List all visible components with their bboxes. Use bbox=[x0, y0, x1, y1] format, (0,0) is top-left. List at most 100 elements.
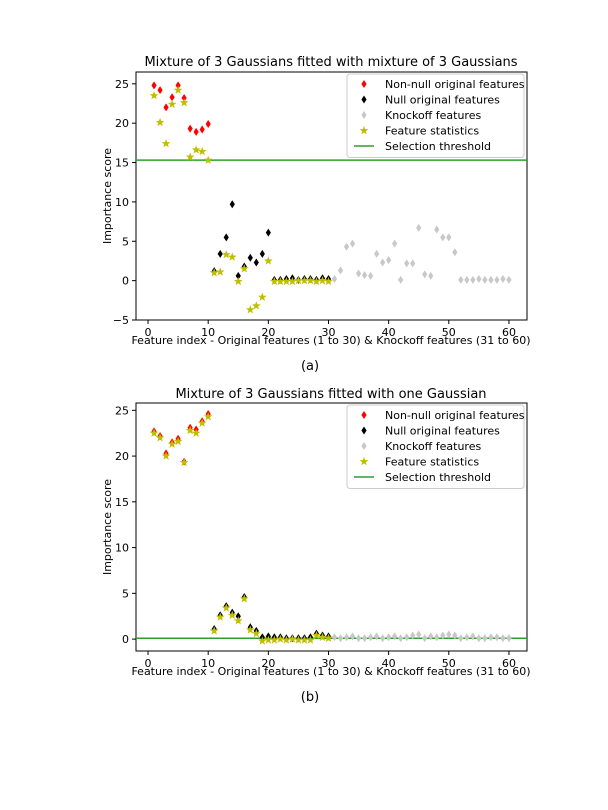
feature-statistic-point bbox=[251, 629, 261, 638]
legend-label: Feature statistics bbox=[385, 456, 479, 469]
y-tick-label: 15 bbox=[115, 157, 129, 170]
feature-score-point bbox=[217, 249, 223, 258]
feature-score-point bbox=[199, 125, 205, 134]
feature-statistic-point bbox=[149, 91, 159, 100]
x-tick-label: 40 bbox=[382, 326, 396, 339]
feature-score-point bbox=[361, 634, 368, 643]
y-tick-label: 15 bbox=[115, 496, 129, 509]
feature-statistic-point bbox=[215, 267, 225, 276]
feature-score-point bbox=[368, 271, 374, 280]
feature-statistic-point bbox=[269, 276, 279, 286]
feature-statistic-point bbox=[161, 451, 171, 460]
feature-score-point bbox=[428, 632, 434, 641]
feature-score-point bbox=[482, 634, 488, 643]
feature-score-point bbox=[343, 242, 350, 251]
x-axis-label: Feature index - Original features (1 to … bbox=[131, 334, 530, 347]
x-tick-label: 0 bbox=[145, 657, 152, 670]
feature-score-point bbox=[422, 270, 428, 279]
feature-score-point bbox=[331, 633, 338, 642]
y-tick-label: 25 bbox=[115, 404, 129, 417]
legend-label: Knockoff features bbox=[385, 440, 481, 453]
feature-statistic-point bbox=[288, 634, 297, 643]
feature-statistic-point bbox=[167, 439, 177, 448]
feature-score-point bbox=[440, 631, 446, 640]
data-points-layer bbox=[149, 81, 512, 314]
feature-statistic-point bbox=[155, 433, 165, 442]
legend-marker bbox=[359, 456, 369, 466]
feature-statistic-point bbox=[318, 632, 327, 641]
feature-score-point bbox=[223, 233, 229, 242]
feature-score-point bbox=[380, 258, 386, 267]
feature-statistic-point bbox=[312, 276, 321, 286]
feature-score-point bbox=[193, 127, 199, 136]
feature-statistic-point bbox=[306, 635, 315, 644]
feature-score-point bbox=[476, 634, 482, 643]
feature-score-point bbox=[392, 632, 398, 641]
feature-statistic-point bbox=[161, 139, 171, 148]
feature-statistic-point bbox=[288, 276, 297, 286]
feature-statistic-point bbox=[318, 276, 327, 285]
feature-statistic-point bbox=[155, 117, 165, 127]
feature-score-point bbox=[355, 634, 362, 643]
feature-statistic-point bbox=[245, 625, 255, 634]
feature-statistic-point bbox=[185, 425, 195, 435]
feature-statistic-point bbox=[275, 634, 285, 643]
legend-box bbox=[346, 404, 525, 489]
feature-statistic-point bbox=[197, 146, 207, 156]
feature-statistic-point bbox=[185, 152, 195, 161]
x-tick-label: 60 bbox=[502, 326, 516, 339]
x-tick-label: 20 bbox=[261, 326, 275, 339]
chart-title: Mixture of 3 Gaussians fitted with mixtu… bbox=[144, 55, 517, 70]
feature-statistic-point bbox=[233, 276, 243, 286]
feature-score-point bbox=[337, 634, 344, 643]
panel-caption: (a) bbox=[301, 359, 319, 374]
feature-score-point bbox=[500, 634, 506, 643]
feature-score-point bbox=[349, 239, 356, 248]
feature-score-point bbox=[386, 256, 392, 265]
legend: Non-null original features Null original … bbox=[346, 404, 525, 489]
axis-ticks: 0 10 20 30 40 50 60 0 5 10 15 20 25 bbox=[115, 404, 516, 670]
feature-score-point bbox=[374, 249, 380, 258]
feature-score-point bbox=[337, 266, 344, 275]
feature-score-point bbox=[157, 86, 163, 95]
feature-score-point bbox=[470, 275, 476, 284]
feature-score-point bbox=[446, 233, 452, 242]
y-tick-label: 20 bbox=[115, 450, 129, 463]
feature-score-point bbox=[175, 81, 181, 90]
feature-score-point bbox=[410, 631, 416, 640]
feature-statistic-point bbox=[245, 305, 255, 314]
y-axis-label: Importance score bbox=[101, 148, 114, 244]
x-tick-label: 30 bbox=[321, 657, 335, 670]
plot-frame bbox=[135, 402, 528, 652]
legend-label: Selection threshold bbox=[385, 471, 491, 484]
feature-statistic-point bbox=[263, 635, 273, 644]
legend-label: Selection threshold bbox=[385, 140, 491, 153]
feature-score-point bbox=[452, 631, 458, 640]
y-tick-label: 25 bbox=[115, 78, 129, 91]
feature-score-point bbox=[163, 103, 169, 112]
feature-statistic-point bbox=[215, 612, 225, 621]
feature-statistic-point bbox=[209, 268, 219, 277]
feature-score-point bbox=[229, 200, 235, 209]
feature-score-point bbox=[355, 269, 362, 278]
y-tick-label: 0 bbox=[122, 633, 129, 646]
feature-statistic-point bbox=[257, 636, 267, 645]
feature-statistic-point bbox=[239, 264, 249, 273]
feature-score-point bbox=[422, 634, 428, 643]
legend-marker bbox=[361, 411, 367, 419]
feature-statistic-point bbox=[191, 428, 201, 437]
feature-score-point bbox=[205, 119, 211, 128]
feature-statistic-point bbox=[312, 630, 321, 640]
feature-statistic-point bbox=[324, 633, 333, 642]
y-tick-label: −5 bbox=[113, 314, 129, 327]
feature-score-point bbox=[434, 633, 440, 642]
feature-score-point bbox=[374, 632, 380, 641]
x-tick-label: 30 bbox=[321, 326, 335, 339]
feature-score-point bbox=[247, 253, 253, 262]
y-tick-label: 10 bbox=[115, 542, 129, 555]
legend-marker bbox=[361, 426, 367, 435]
feature-score-point bbox=[181, 93, 187, 102]
x-tick-label: 50 bbox=[442, 657, 456, 670]
feature-statistic-point bbox=[209, 626, 219, 635]
feature-statistic-point bbox=[233, 616, 243, 625]
